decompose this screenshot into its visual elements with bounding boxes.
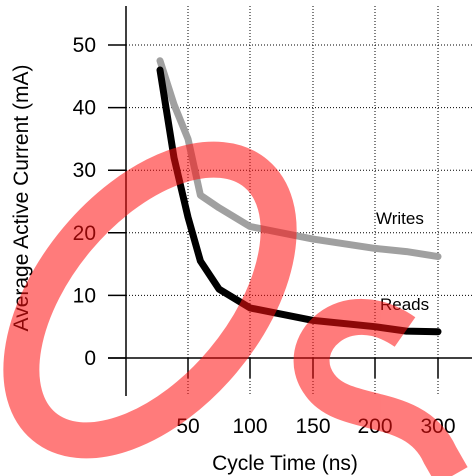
x-axis-title: Cycle Time (ns): [212, 452, 358, 475]
watermark-letter-s: [293, 298, 468, 476]
watermark-logo: [3, 141, 468, 476]
y-tick-label: 10: [73, 284, 96, 307]
x-tick-label: 150: [295, 415, 330, 438]
series-label-writes: Writes: [376, 209, 424, 228]
y-tick-label: 0: [84, 347, 96, 370]
series-lines: [156, 57, 442, 336]
y-tick-label: 40: [73, 97, 96, 120]
series-line-writes: [156, 57, 442, 261]
y-axis-title: Average Active Current (mA): [10, 65, 33, 332]
series-line-reads: [156, 66, 442, 336]
x-tick-label: 100: [232, 415, 267, 438]
y-tick-label: 50: [73, 34, 96, 57]
watermark-letter-d: [3, 141, 297, 459]
y-tick-label: 30: [73, 159, 96, 182]
